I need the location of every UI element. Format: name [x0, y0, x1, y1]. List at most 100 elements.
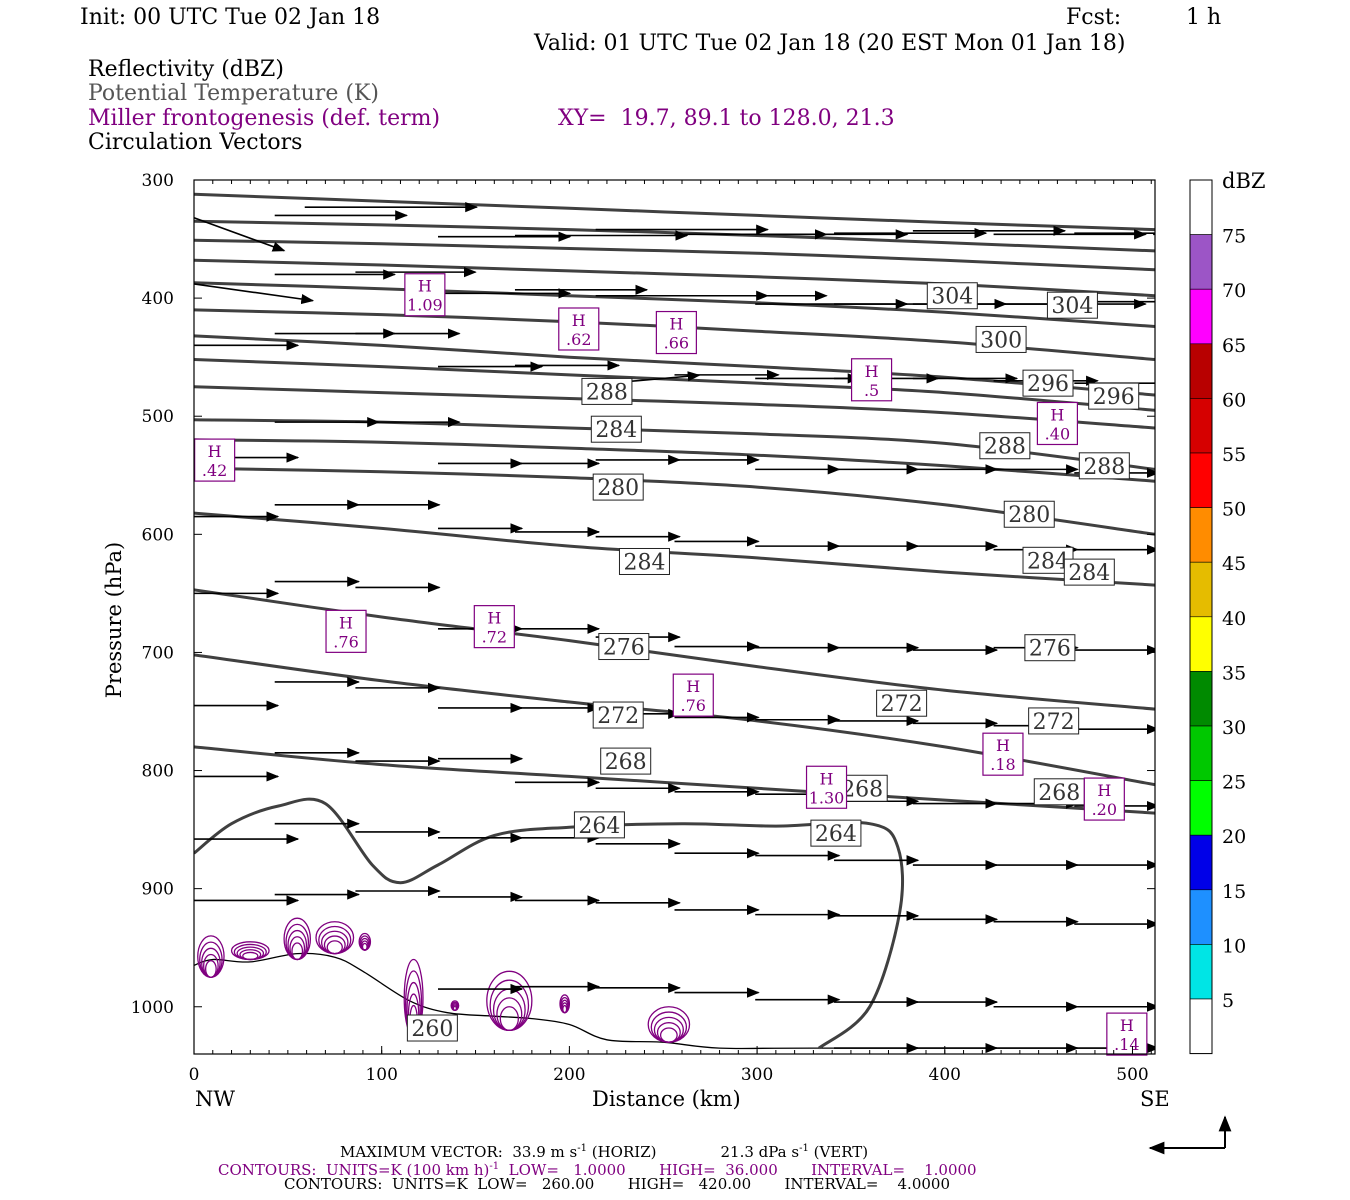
frontogenesis-contour [326, 940, 343, 955]
frontogenesis-contour [659, 1027, 678, 1043]
theta-contour-300 [194, 281, 1155, 328]
colorbar-segment [1189, 234, 1213, 290]
theta-label-268-box [600, 747, 652, 775]
frontogenesis-contour [318, 925, 352, 955]
frontogenesis-max-letter: H [996, 736, 1010, 755]
frontogenesis-max-letter: H [339, 613, 353, 632]
frontogenesis-max-box [1036, 401, 1078, 446]
frontogenesis-contour [489, 979, 530, 1032]
frontogenesis-max-value: .62 [566, 330, 591, 349]
theta-label-284-box [618, 547, 670, 575]
colorbar-frame [1189, 179, 1213, 1055]
colorbar-label: 40 [1222, 608, 1246, 630]
nw-end-label: NW [195, 1087, 235, 1111]
theta-label-296: 296 [1027, 372, 1069, 397]
x-axis-title: Distance (km) [592, 1087, 741, 1111]
frontogenesis-max-letter: H [669, 315, 683, 334]
init-time: Init: 00 UTC Tue 02 Jan 18 [80, 5, 381, 30]
theta-label-284-box [590, 415, 642, 443]
colorbar-label: 55 [1222, 444, 1246, 466]
theta-label-264: 264 [578, 814, 620, 839]
y-tick-label: 500 [142, 407, 174, 427]
colorbar-label: 10 [1222, 935, 1246, 957]
frontogenesis-max-value: .5 [864, 381, 879, 400]
theta-label-288-box [979, 432, 1031, 460]
theta-label-268: 268 [1038, 781, 1080, 806]
forecast-label: Fcst: [1066, 5, 1122, 30]
frontogenesis-max-letter: H [1050, 405, 1064, 424]
colorbar-label: 15 [1222, 881, 1246, 903]
axes: 0 100 200 300 400 500 300 400 500 600 700 800 900 100… [131, 171, 1155, 1085]
x-tick-label: 300 [741, 1065, 773, 1085]
theta-label-300-box [975, 325, 1027, 353]
frontogenesis-max-box [325, 609, 367, 653]
frontogenesis-max-value: .72 [482, 628, 507, 647]
frontogenesis-max-letter: H [487, 609, 501, 628]
superscript: -1 [577, 1143, 587, 1154]
y-tick-label: 900 [142, 880, 174, 900]
colorbar-segment [1189, 452, 1213, 508]
frontogenesis-max-value: .66 [664, 334, 689, 353]
theta-contour-280 [194, 466, 1155, 536]
theta-label-304-box [1046, 291, 1098, 319]
theta-label-304: 304 [931, 285, 973, 310]
terrain-line [194, 952, 1155, 1050]
reference-vector-icon [1148, 1115, 1232, 1155]
frontogenesis-contour [242, 951, 259, 961]
circulation-vector [194, 217, 286, 252]
plot-frame [193, 179, 1156, 1055]
frontogenesis-max-letter: H [686, 677, 700, 696]
frontogenesis-contour [452, 1005, 458, 1011]
theta-label-288: 288 [984, 435, 1026, 460]
theta-label-280: 280 [597, 476, 639, 501]
theta-label-272: 272 [597, 704, 639, 729]
colorbar-label: 25 [1222, 772, 1246, 794]
theta-label-284: 284 [595, 418, 637, 443]
cross-section-endpoints: XY= 19.7, 89.1 to 128.0, 21.3 [558, 106, 895, 131]
theta-label-296-box [1022, 369, 1074, 397]
theta-label-272-box [876, 689, 928, 717]
frontogenesis-contour [320, 930, 349, 955]
frontogenesis-max-box [672, 673, 714, 717]
theta-contour-3 [194, 258, 1155, 298]
theta-label-296: 296 [1093, 385, 1135, 410]
colorbar-label: 75 [1222, 226, 1246, 248]
theta-label-264-box [573, 811, 625, 839]
theta-contour-296 [194, 334, 1155, 397]
colorbar-label: 60 [1222, 389, 1246, 411]
frontogenesis-max-box [655, 310, 697, 355]
frontogenesis-contour [562, 1004, 568, 1014]
colorbar-segment [1189, 725, 1213, 781]
theta-label-268: 268 [605, 750, 647, 775]
max-vector-vert: 21.3 dPa s [720, 1143, 800, 1161]
frontogenesis-contour [361, 942, 368, 951]
frontogenesis-contour [291, 942, 304, 961]
frontogenesis-max-box [1106, 1012, 1148, 1056]
max-vector-info: MAXIMUM VECTOR: 33.9 m s-1 (HORIZ) 21.3 d… [340, 1140, 868, 1161]
colorbar-segment [1189, 288, 1213, 345]
frontogenesis-max-letter: H [1097, 781, 1111, 800]
theta-label-272: 272 [881, 692, 923, 717]
colorbar-label: 5 [1222, 990, 1234, 1012]
superscript: -1 [799, 1143, 809, 1154]
theta-label-280: 280 [1008, 503, 1050, 528]
colorbar-label: 50 [1222, 499, 1246, 521]
theta-contour-8 [194, 385, 1155, 430]
colorbar-segment [1189, 834, 1213, 891]
theta-label-288-box [581, 377, 633, 405]
circulation-vector [194, 283, 315, 305]
frontogenesis-max-letter: H [820, 769, 834, 788]
max-vector-horiz: MAXIMUM VECTOR: 33.9 m s [340, 1143, 578, 1161]
y-tick-label: 1000 [131, 998, 174, 1018]
frontogenesis-max-letter: H [208, 442, 222, 461]
theta-label-276-box [598, 633, 650, 661]
vert-tag: (VERT) [808, 1143, 869, 1161]
colorbar-label: 30 [1222, 717, 1246, 739]
frontogenesis-maxima: H.42H1.09H.62H.66H.5H.40H.76H.72H.76H1.3… [194, 273, 1148, 1056]
frontogenesis-max-value: .14 [1114, 1035, 1139, 1054]
frontogenesis-max-box [558, 307, 600, 351]
frontogenesis-max-box [805, 765, 848, 809]
y-tick-label: 600 [142, 525, 174, 545]
